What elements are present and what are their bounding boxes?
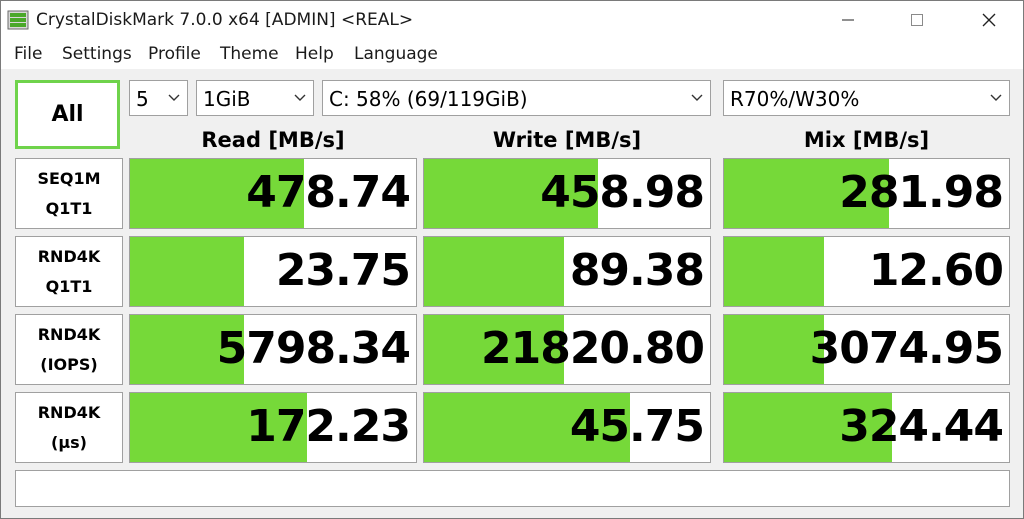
- read-result-latency: 172.23: [129, 392, 417, 463]
- mix-result-bar: [724, 315, 824, 384]
- title-bar[interactable]: CrystalDiskMark 7.0.0 x64 [ADMIN] <REAL>: [1, 1, 1023, 39]
- comment-field[interactable]: [15, 470, 1010, 507]
- row-label-line1: RND4K: [37, 246, 101, 266]
- write-result-seq1m: 458.98: [423, 158, 711, 229]
- write-result-bar: [424, 315, 565, 384]
- read-result-value: 478.74: [246, 167, 411, 218]
- mix-ratio-select[interactable]: R70%/W30%: [723, 80, 1010, 116]
- row-button-rnd4k-q1t1[interactable]: RND4K Q1T1: [15, 236, 123, 307]
- write-result-value: 458.98: [540, 167, 705, 218]
- maximize-icon: [911, 14, 923, 26]
- row-label-line2: Q1T1: [45, 198, 93, 218]
- row-button-rnd4k-latency[interactable]: RND4K (µs): [15, 392, 123, 463]
- drive-value: C: 58% (69/119GiB): [329, 87, 528, 111]
- read-result-bar: [130, 237, 245, 306]
- read-column-header: Read [MB/s]: [201, 128, 345, 152]
- row-label-line2: Q1T1: [45, 276, 93, 296]
- write-result-bar: [424, 159, 599, 228]
- menu-file[interactable]: File: [14, 44, 43, 64]
- mix-ratio-value: R70%/W30%: [730, 87, 860, 111]
- read-result-value: 172.23: [246, 401, 411, 452]
- menu-profile[interactable]: Profile: [148, 44, 201, 64]
- write-result-value: 45.75: [569, 401, 705, 452]
- row-label-line1: SEQ1M: [37, 168, 101, 188]
- mix-result-value: 281.98: [839, 167, 1004, 218]
- mix-result-bar: [724, 237, 824, 306]
- drive-select[interactable]: C: 58% (69/119GiB): [322, 80, 711, 116]
- menu-language[interactable]: Language: [354, 44, 438, 64]
- mix-result-bar: [724, 159, 890, 228]
- close-button[interactable]: [966, 1, 1012, 39]
- mix-result-bar: [724, 393, 893, 462]
- write-result-latency: 45.75: [423, 392, 711, 463]
- row-label-line2: (µs): [51, 432, 87, 452]
- read-result-value: 5798.34: [216, 323, 411, 374]
- mix-result-seq1m: 281.98: [723, 158, 1010, 229]
- write-result-bar: [424, 237, 565, 306]
- read-result-seq1m: 478.74: [129, 158, 417, 229]
- menu-theme[interactable]: Theme: [220, 44, 279, 64]
- read-result-bar: [130, 393, 308, 462]
- all-button[interactable]: All: [15, 80, 120, 149]
- menu-help[interactable]: Help: [295, 44, 334, 64]
- maximize-button[interactable]: [894, 1, 940, 39]
- write-result-rnd4k: 89.38: [423, 236, 711, 307]
- mix-column-header: Mix [MB/s]: [803, 128, 930, 152]
- write-result-iops: 21820.80: [423, 314, 711, 385]
- close-icon: [982, 13, 996, 27]
- write-result-value: 89.38: [569, 245, 705, 296]
- read-result-bar: [130, 315, 245, 384]
- test-size-value: 1GiB: [203, 87, 251, 111]
- mix-result-iops: 3074.95: [723, 314, 1010, 385]
- write-column-header: Write [MB/s]: [492, 128, 642, 152]
- read-result-value: 23.75: [275, 245, 411, 296]
- mix-result-value: 324.44: [839, 401, 1004, 452]
- chevron-down-icon: [691, 94, 703, 101]
- chevron-down-icon: [168, 94, 180, 101]
- row-label-line2: (IOPS): [40, 354, 98, 374]
- read-result-rnd4k: 23.75: [129, 236, 417, 307]
- chevron-down-icon: [294, 94, 306, 101]
- menu-bar: File Settings Profile Theme Help Languag…: [1, 39, 1023, 69]
- mix-result-rnd4k: 12.60: [723, 236, 1010, 307]
- read-result-iops: 5798.34: [129, 314, 417, 385]
- read-result-bar: [130, 159, 305, 228]
- test-count-select[interactable]: 5: [129, 80, 188, 116]
- test-size-select[interactable]: 1GiB: [196, 80, 314, 116]
- mix-result-value: 12.60: [868, 245, 1004, 296]
- minimize-button[interactable]: [825, 1, 871, 39]
- row-button-rnd4k-iops[interactable]: RND4K (IOPS): [15, 314, 123, 385]
- row-label-line1: RND4K: [37, 324, 101, 344]
- write-result-value: 21820.80: [480, 323, 705, 374]
- test-count-value: 5: [136, 87, 149, 111]
- mix-result-latency: 324.44: [723, 392, 1010, 463]
- mix-result-value: 3074.95: [809, 323, 1004, 374]
- row-label-line1: RND4K: [37, 402, 101, 422]
- chevron-down-icon: [990, 94, 1002, 101]
- menu-settings[interactable]: Settings: [62, 44, 132, 64]
- minimize-icon: [842, 19, 854, 21]
- app-icon: [7, 10, 29, 30]
- write-result-bar: [424, 393, 630, 462]
- row-button-seq1m-q1t1[interactable]: SEQ1M Q1T1: [15, 158, 123, 229]
- window-title: CrystalDiskMark 7.0.0 x64 [ADMIN] <REAL>: [36, 10, 414, 30]
